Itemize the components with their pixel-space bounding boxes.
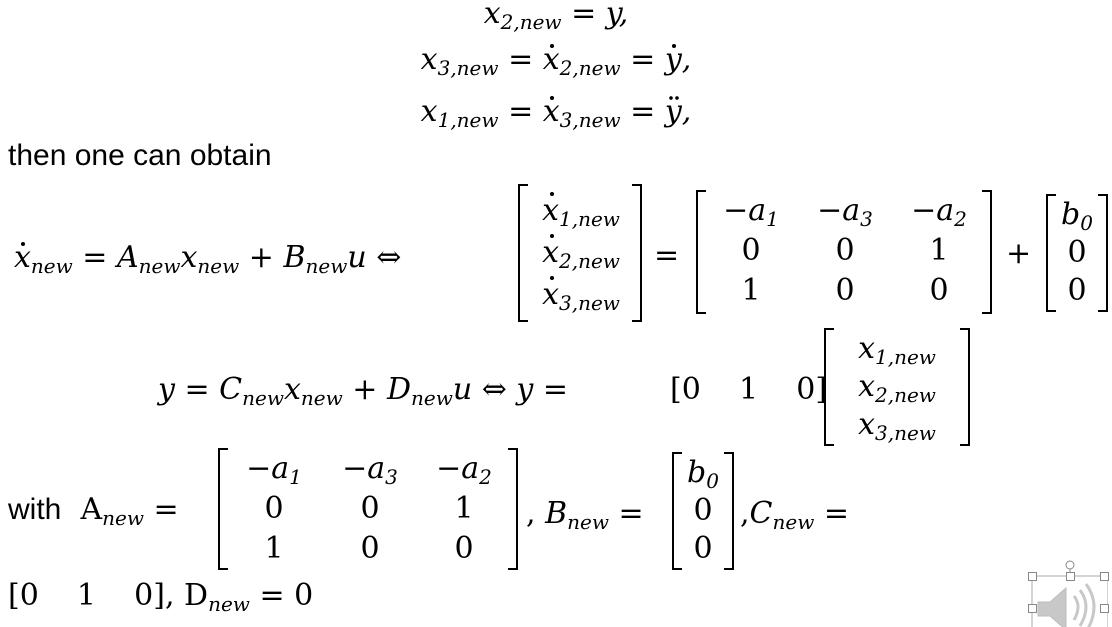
c-new-row-vector: [0 1 0] xyxy=(670,372,828,407)
b-new-label: , Bnew = xyxy=(526,496,644,534)
equation-line-3: x1,new = x3,new = y, xyxy=(420,94,692,132)
b-new-vector: b0 0 0 xyxy=(672,452,734,570)
with-line: with Anew = xyxy=(8,492,179,530)
x-dot-new-vector: x1,new x2,new x3,new xyxy=(518,184,642,322)
final-line: [0 1 0], Dnew = 0 xyxy=(8,578,314,616)
output-equation-lhs: y = Cnewxnew + Dnewu ⇔ y = xyxy=(158,372,569,410)
resize-handle-top-left[interactable] xyxy=(1028,572,1037,581)
equation-line-1: x2,new = y, xyxy=(0,0,1112,40)
resize-handle-top[interactable] xyxy=(1066,572,1075,581)
resize-handle-top-right[interactable] xyxy=(1100,572,1109,581)
resize-handle-right[interactable] xyxy=(1100,604,1109,613)
prose-then: then one can obtain xyxy=(8,139,272,172)
x2new-term: x2,new xyxy=(483,0,562,34)
b-new-vector-state: b0 0 0 xyxy=(1046,194,1108,312)
equals-state: = xyxy=(654,238,680,273)
x-new-vector: x1,new x2,new x3,new xyxy=(824,328,970,446)
c-new-label: ,Cnew = xyxy=(740,496,850,534)
equation-line-2: x3,new = x2,new = y, xyxy=(420,42,692,80)
a-new-matrix: −a1 −a3 −a2 0 0 1 1 0 0 xyxy=(218,448,518,570)
state-equation-lhs: xnew = Anewxnew + Bnewu ⇔ xyxy=(14,240,402,278)
plus-state: + xyxy=(1006,236,1032,271)
speaker-icon[interactable] xyxy=(1028,560,1109,627)
y-term: y, xyxy=(605,0,629,31)
resize-handle-left[interactable] xyxy=(1028,604,1037,613)
speaker-icon-graphic xyxy=(1031,560,1109,627)
equals-sign: = xyxy=(571,0,606,31)
a-new-matrix-state: −a1 −a3 −a2 0 0 1 1 0 0 xyxy=(696,190,992,314)
